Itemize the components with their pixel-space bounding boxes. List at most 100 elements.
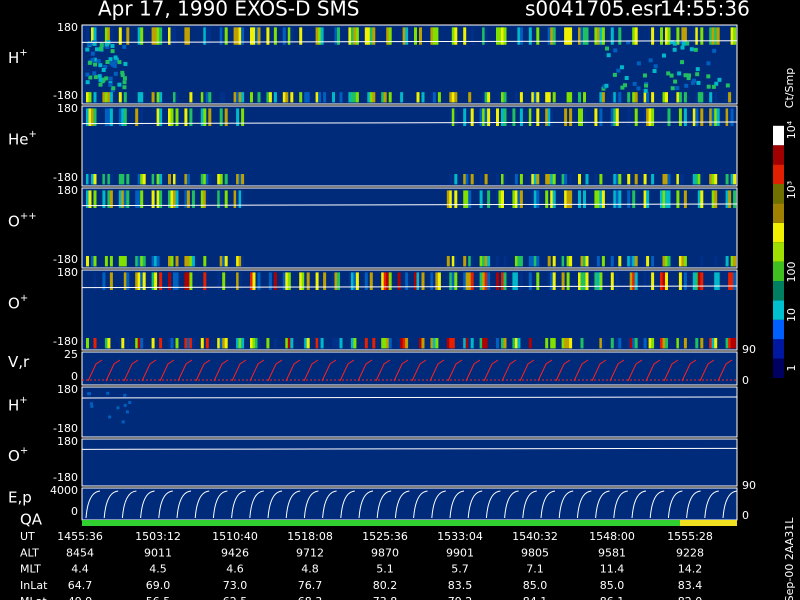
- spectrogram-cell: [159, 108, 163, 126]
- energy-sweep: [540, 490, 556, 519]
- spectrogram-cell: [86, 27, 89, 45]
- spectrogram-cell: [105, 44, 110, 49]
- spectrogram-cell: [709, 92, 713, 103]
- spectrogram-cell: [92, 41, 97, 46]
- spectrogram-cell: [706, 84, 711, 89]
- spectrogram-cell: [629, 272, 633, 290]
- label-superscript: +: [29, 129, 37, 140]
- spectrogram-cell: [170, 256, 174, 267]
- spectrogram-cell: [151, 272, 155, 290]
- spectrogram-cell: [175, 174, 179, 185]
- spectrogram-cell: [620, 85, 625, 90]
- spectrogram-cell: [512, 338, 516, 349]
- spectrogram-cell: [531, 92, 535, 103]
- spectrogram-cell: [287, 272, 291, 290]
- spectrogram-cell: [709, 338, 713, 349]
- spectrogram-cell: [528, 174, 532, 185]
- spectrogram-cell: [252, 272, 256, 290]
- spectrogram-cell: [107, 92, 111, 103]
- spectrogram-cell: [660, 190, 663, 208]
- spectrogram-cell: [91, 256, 94, 267]
- energy-sweep: [686, 490, 701, 519]
- velocity-trace: [411, 359, 427, 382]
- spectrogram-cell: [101, 68, 106, 73]
- spectrogram-cell: [730, 272, 734, 290]
- spectrogram-cell: [583, 92, 586, 103]
- spectrogram-cell: [397, 272, 401, 290]
- spectrogram-cell: [716, 27, 720, 45]
- spectrogram-cell: [168, 338, 171, 349]
- spectrogram-cell: [683, 272, 687, 290]
- spectrogram-cell: [191, 256, 195, 267]
- spectrogram-cell: [613, 174, 617, 185]
- energy-sweep: [722, 490, 738, 519]
- row-header: UT: [20, 530, 35, 543]
- spectrogram-cell: [697, 272, 701, 290]
- spectrogram-cell: [547, 92, 551, 103]
- spectrogram-cell: [692, 272, 696, 290]
- spectrogram-cell: [514, 338, 518, 349]
- colorbar-segment: [773, 339, 784, 359]
- spectrogram-cell: [110, 49, 115, 54]
- spectrogram-cell: [514, 92, 518, 103]
- spectrogram-cell: [683, 190, 687, 208]
- spectrogram-cell: [95, 47, 100, 52]
- energy-sweep: [212, 490, 228, 519]
- spectrogram-cell: [156, 108, 160, 126]
- spectrogram-cell: [120, 73, 125, 78]
- spectrogram-cell: [545, 190, 549, 208]
- spectrogram-cell: [561, 272, 565, 290]
- panel-background: [81, 269, 738, 351]
- spectrogram-cell: [118, 92, 122, 103]
- spectrogram-cell: [661, 53, 666, 58]
- spectrogram-cell: [667, 190, 671, 208]
- spectrogram-cell: [717, 77, 722, 82]
- spectrogram-cell: [203, 272, 207, 290]
- spectrogram-cell: [667, 256, 671, 267]
- spectrogram-cell: [266, 338, 270, 349]
- spectrogram-cell: [615, 338, 619, 349]
- spectrogram-cell: [117, 60, 122, 65]
- spectrogram-cell: [113, 59, 118, 64]
- table-cell: 4.8: [301, 563, 319, 576]
- reference-line: [81, 203, 738, 207]
- spectrogram-cell: [250, 338, 253, 349]
- spectrogram-cell: [252, 338, 256, 349]
- spectrogram-cell: [203, 256, 207, 267]
- spectrogram-cell: [107, 190, 111, 208]
- spectrogram-cell: [711, 338, 715, 349]
- panel-background: [81, 187, 738, 269]
- y-tick-label: 180: [57, 266, 78, 279]
- spectrogram-cell: [121, 190, 125, 208]
- spectrogram-cell: [318, 27, 322, 45]
- spectrogram-cell: [189, 108, 193, 126]
- velocity-trace: [483, 359, 499, 382]
- y-tick-label: 0: [71, 505, 78, 518]
- spectrogram-cell: [583, 108, 586, 126]
- spectrogram-cell: [700, 338, 704, 349]
- spectrogram-cell: [137, 174, 141, 185]
- spectrogram-cell: [405, 338, 409, 349]
- spectrogram-cell: [599, 174, 603, 185]
- spectrogram-cell: [613, 48, 618, 53]
- spectrogram-cell: [700, 272, 704, 290]
- spectrogram-cell: [208, 27, 212, 45]
- velocity-trace: [285, 359, 301, 382]
- spectrogram-cell: [501, 174, 504, 185]
- spectrogram-cell: [512, 190, 516, 208]
- spectrogram-cell: [388, 92, 392, 103]
- spectrogram-cell: [103, 64, 108, 69]
- table-cell: 76.7: [298, 579, 323, 592]
- spectrogram-cell: [580, 272, 584, 290]
- spectrogram-cell: [618, 92, 622, 103]
- spectrogram-cell: [86, 338, 89, 349]
- spectrogram-cell: [519, 92, 523, 103]
- spectrogram-cell: [416, 272, 420, 290]
- spectrogram-cell: [93, 75, 98, 80]
- energy-sweep: [158, 490, 173, 519]
- spectrogram-cell: [236, 190, 240, 208]
- spectrogram-cell: [601, 27, 605, 45]
- spectrogram-cell: [479, 190, 483, 208]
- colorbar-segment: [773, 319, 784, 340]
- spectrogram-cell: [109, 256, 113, 267]
